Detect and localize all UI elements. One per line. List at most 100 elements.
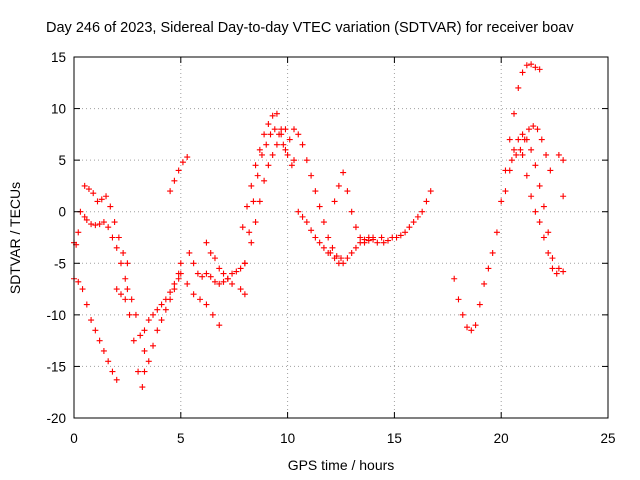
data-point	[528, 61, 535, 68]
data-point	[124, 260, 131, 267]
data-point	[348, 249, 355, 256]
data-point	[538, 136, 545, 143]
data-point	[177, 270, 184, 277]
data-point	[406, 224, 413, 231]
data-point	[560, 268, 567, 275]
data-point	[515, 136, 522, 143]
data-point	[384, 237, 391, 244]
data-point	[288, 162, 295, 169]
data-point	[361, 239, 368, 246]
data-points	[71, 61, 567, 391]
x-tick-label: 5	[177, 431, 185, 446]
data-point	[145, 358, 152, 365]
data-point	[229, 270, 236, 277]
data-point	[128, 296, 135, 303]
data-point	[96, 337, 103, 344]
data-point	[419, 208, 426, 215]
data-point	[267, 131, 274, 138]
data-point	[167, 289, 174, 296]
data-point	[536, 219, 543, 226]
data-point	[282, 146, 289, 153]
data-point	[271, 126, 278, 133]
data-point	[120, 249, 127, 256]
data-point	[261, 177, 268, 184]
data-point	[92, 327, 99, 334]
data-point	[299, 213, 306, 220]
data-point	[528, 193, 535, 200]
data-point	[154, 306, 161, 313]
data-point	[528, 146, 535, 153]
data-point	[481, 280, 488, 287]
data-point	[233, 268, 240, 275]
data-point	[540, 203, 547, 210]
data-point	[286, 136, 293, 143]
data-point	[511, 110, 518, 117]
y-axis-label: SDTVAR / TECUs	[7, 182, 23, 294]
data-point	[340, 169, 347, 176]
data-point	[344, 255, 351, 262]
data-point	[284, 151, 291, 158]
data-point	[303, 157, 310, 164]
data-point	[154, 327, 161, 334]
data-point	[536, 66, 543, 73]
data-point	[530, 123, 537, 130]
data-point	[273, 141, 280, 148]
data-point	[254, 172, 261, 179]
data-point	[515, 84, 522, 91]
data-point	[107, 203, 114, 210]
data-point	[207, 273, 214, 280]
data-point	[167, 188, 174, 195]
data-point	[536, 182, 543, 189]
data-point	[81, 213, 88, 220]
data-point	[175, 167, 182, 174]
data-point	[211, 278, 218, 285]
axis-ticks	[73, 56, 609, 419]
data-point	[229, 280, 236, 287]
data-point	[331, 255, 338, 262]
data-point	[239, 224, 246, 231]
data-point	[519, 151, 526, 158]
data-point	[220, 278, 227, 285]
data-point	[252, 219, 259, 226]
data-point	[130, 337, 137, 344]
data-point	[132, 311, 139, 318]
x-axis-label: GPS time / hours	[288, 457, 395, 473]
data-point	[109, 368, 116, 375]
data-point	[241, 291, 248, 298]
data-point	[380, 239, 387, 246]
data-point	[316, 203, 323, 210]
x-tick-label: 25	[600, 431, 615, 446]
data-point	[199, 273, 206, 280]
data-point	[141, 347, 148, 354]
data-point	[523, 62, 530, 69]
data-point	[451, 275, 458, 282]
data-point	[340, 260, 347, 267]
chart-title: Day 246 of 2023, Sidereal Day-to-day VTE…	[46, 20, 574, 36]
data-point	[423, 198, 430, 205]
x-tick-label: 0	[70, 431, 78, 446]
data-point	[468, 327, 475, 334]
y-tick-label: -20	[46, 411, 66, 426]
data-point	[325, 234, 332, 241]
data-point	[320, 219, 327, 226]
data-point	[519, 69, 526, 76]
data-point	[117, 291, 124, 298]
data-point	[171, 177, 178, 184]
data-point	[532, 208, 539, 215]
data-point	[75, 229, 82, 236]
data-point	[547, 167, 554, 174]
data-point	[472, 322, 479, 329]
data-point	[100, 219, 107, 226]
data-point	[216, 322, 223, 329]
data-point	[184, 280, 191, 287]
data-point	[83, 301, 90, 308]
data-point	[209, 311, 216, 318]
data-point	[194, 270, 201, 277]
data-point	[265, 162, 272, 169]
data-point	[291, 157, 298, 164]
data-point	[241, 260, 248, 267]
data-point	[555, 265, 562, 272]
x-tick-label: 10	[280, 431, 295, 446]
data-point	[90, 190, 97, 197]
data-point	[560, 157, 567, 164]
